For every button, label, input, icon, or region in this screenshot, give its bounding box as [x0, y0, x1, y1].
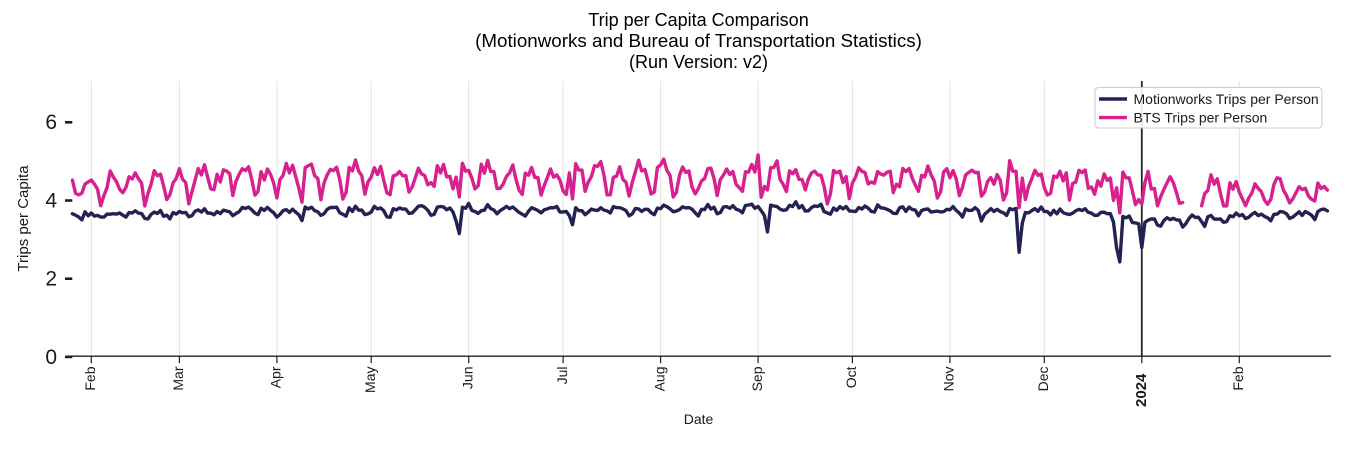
svg-text:6: 6	[45, 111, 57, 134]
svg-text:Feb: Feb	[1230, 366, 1246, 390]
svg-text:2024: 2024	[1133, 373, 1150, 407]
svg-text:Sep: Sep	[749, 366, 765, 391]
svg-text:Mar: Mar	[170, 366, 186, 390]
svg-text:Trips per Capita: Trips per Capita	[15, 165, 32, 272]
svg-text:May: May	[362, 367, 378, 393]
svg-text:Jul: Jul	[554, 367, 570, 385]
svg-text:Oct: Oct	[843, 366, 859, 388]
svg-text:Motionworks Trips per Person: Motionworks Trips per Person	[1134, 91, 1319, 107]
svg-text:Trip per Capita Comparison: Trip per Capita Comparison	[588, 10, 808, 30]
svg-text:BTS Trips per Person: BTS Trips per Person	[1134, 110, 1268, 126]
svg-text:Date: Date	[684, 411, 714, 427]
svg-text:4: 4	[45, 189, 57, 212]
svg-text:2: 2	[45, 268, 57, 291]
svg-text:Nov: Nov	[941, 367, 957, 392]
svg-text:Aug: Aug	[651, 367, 667, 392]
svg-text:Apr: Apr	[268, 366, 284, 388]
svg-text:(Run Version: v2): (Run Version: v2)	[629, 52, 768, 72]
svg-text:Jun: Jun	[459, 367, 475, 390]
svg-text:0: 0	[45, 346, 57, 369]
svg-text:Dec: Dec	[1035, 367, 1051, 392]
svg-text:(Motionworks and Bureau of Tra: (Motionworks and Bureau of Transportatio…	[475, 30, 922, 51]
svg-text:Feb: Feb	[82, 366, 98, 390]
